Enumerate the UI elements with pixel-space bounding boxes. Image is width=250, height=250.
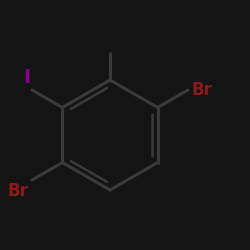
Text: Br: Br — [192, 81, 212, 99]
Text: Br: Br — [8, 182, 28, 200]
Text: I: I — [24, 68, 30, 87]
